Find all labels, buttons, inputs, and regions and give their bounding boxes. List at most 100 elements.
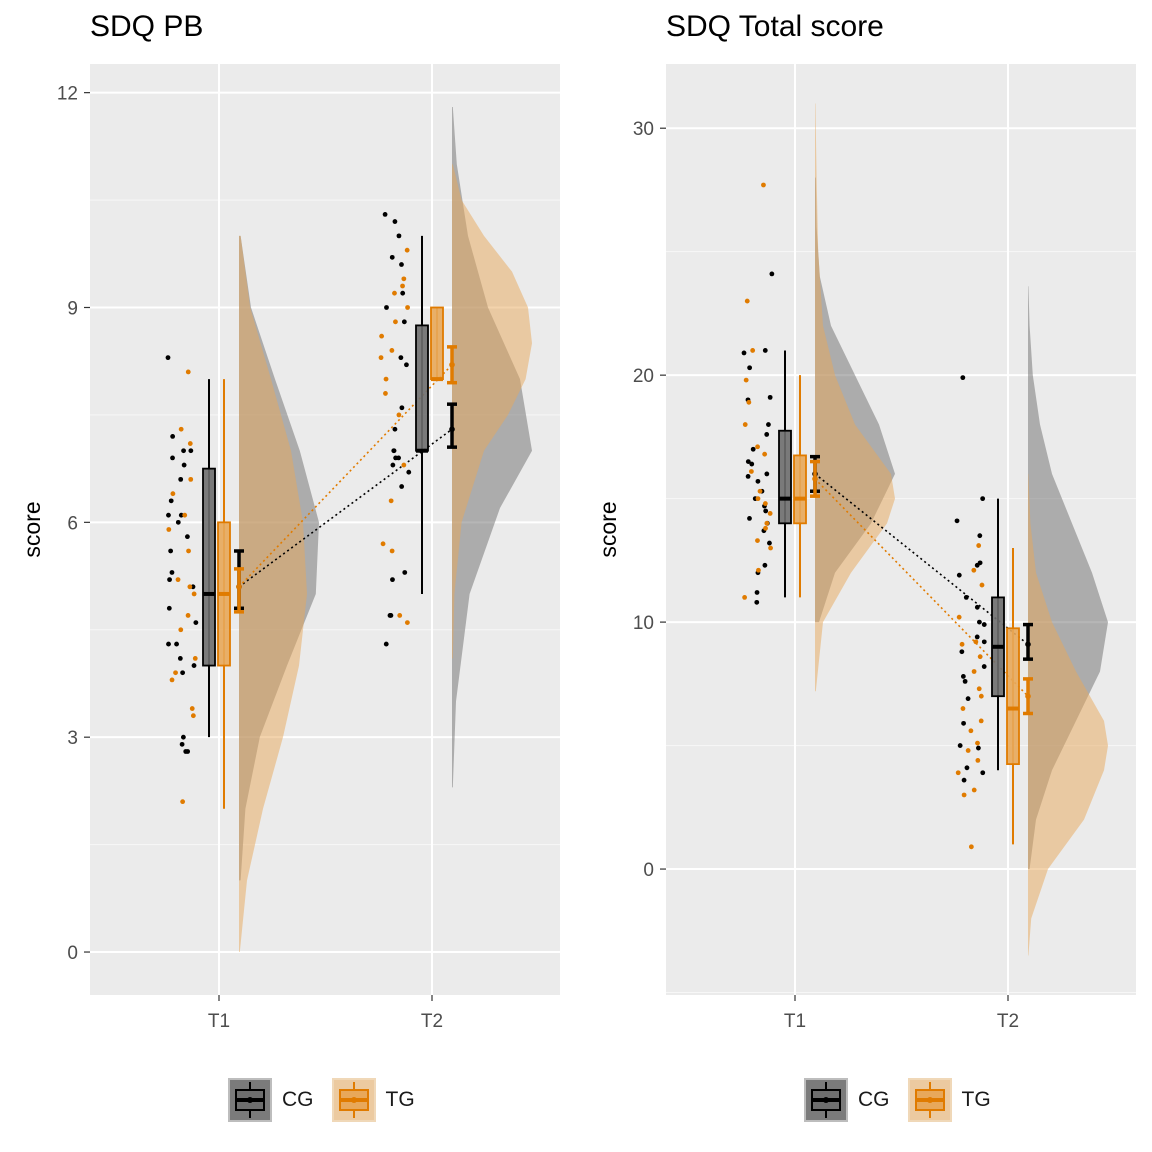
data-point-tg xyxy=(768,545,773,551)
mean-ci-cg-t2-mean xyxy=(1025,641,1031,648)
data-point-cg xyxy=(396,233,402,239)
mean-ci-tg-t2-mean xyxy=(449,361,455,368)
data-point-cg xyxy=(763,508,769,514)
density-cloud-tg-t2 xyxy=(1028,473,1108,956)
data-point-cg xyxy=(165,355,171,361)
legend-label-tg: TG xyxy=(961,1088,991,1111)
mean-ci-tg-t1-mean xyxy=(812,476,818,482)
boxplot-cg-t1-box xyxy=(202,467,216,667)
data-point-cg xyxy=(384,305,389,310)
legend-item-cg: CG xyxy=(804,1078,890,1122)
data-point-tg xyxy=(189,706,195,711)
data-point-cg xyxy=(965,696,971,702)
data-point-tg xyxy=(404,620,410,625)
data-point-tg xyxy=(178,627,184,633)
data-point-cg xyxy=(181,448,186,454)
data-point-cg xyxy=(191,663,197,668)
boxplot-tg-t1-box xyxy=(793,454,807,525)
data-point-cg xyxy=(977,619,982,625)
data-point-cg xyxy=(170,434,176,439)
data-point-tg xyxy=(767,511,773,516)
data-point-cg xyxy=(980,770,986,776)
data-point-tg xyxy=(755,444,760,450)
data-point-tg xyxy=(383,376,389,382)
boxplot-tg-t2-box xyxy=(430,306,444,381)
data-point-cg xyxy=(170,455,175,461)
data-point-cg xyxy=(749,461,755,467)
data-point-tg xyxy=(961,792,967,798)
data-point-tg xyxy=(971,787,977,793)
data-point-tg xyxy=(166,527,172,532)
data-point-tg xyxy=(190,713,196,719)
data-point-tg xyxy=(764,520,770,526)
data-point-cg xyxy=(391,448,397,454)
x-tick-label: T2 xyxy=(421,1011,443,1032)
legend-item-cg: CG xyxy=(228,1078,314,1122)
data-point-cg xyxy=(960,674,966,679)
data-point-cg xyxy=(175,519,181,525)
data-point-tg xyxy=(392,290,397,296)
y-tick-label: 20 xyxy=(633,366,654,387)
data-point-tg xyxy=(404,247,410,253)
density-cloud-tg-t2 xyxy=(452,164,532,659)
data-point-cg xyxy=(755,478,761,484)
x-tick-label: T1 xyxy=(208,1011,230,1032)
legend: CG TG xyxy=(804,1078,1009,1122)
data-point-cg xyxy=(392,426,398,432)
data-point-tg xyxy=(185,369,191,375)
data-point-cg xyxy=(747,515,752,521)
data-point-cg xyxy=(980,496,986,502)
data-point-cg xyxy=(741,350,747,356)
data-point-cg xyxy=(184,534,190,540)
data-point-tg xyxy=(763,525,768,531)
data-point-cg xyxy=(762,348,768,353)
mean-ci-cg-t2-mean xyxy=(449,426,455,433)
data-point-cg xyxy=(956,572,962,578)
data-point-cg xyxy=(178,476,184,482)
data-point-cg xyxy=(961,777,967,783)
y-tick-label: 9 xyxy=(67,298,78,319)
data-point-cg xyxy=(961,720,966,726)
data-point-cg xyxy=(762,562,768,568)
data-point-tg xyxy=(761,182,766,188)
data-point-cg xyxy=(974,604,980,610)
boxplot-tg-t2-box xyxy=(1006,627,1020,766)
data-point-cg xyxy=(399,484,405,489)
data-point-tg xyxy=(971,669,977,674)
data-point-cg xyxy=(180,734,186,740)
data-point-tg xyxy=(762,501,768,506)
data-point-cg xyxy=(166,641,171,647)
data-point-cg xyxy=(401,319,407,325)
data-point-cg xyxy=(764,471,770,477)
data-point-tg xyxy=(976,686,982,692)
boxplot-cg-t1-box xyxy=(778,429,792,525)
data-point-cg xyxy=(181,462,187,468)
data-point-cg xyxy=(766,422,771,427)
y-tick-label: 3 xyxy=(67,728,78,749)
data-point-tg xyxy=(396,412,402,418)
legend-label-tg: TG xyxy=(385,1088,415,1111)
data-point-tg xyxy=(975,757,981,763)
data-point-tg xyxy=(756,567,761,573)
data-point-tg xyxy=(380,541,386,547)
data-point-cg xyxy=(393,455,399,461)
data-point-cg xyxy=(399,262,404,267)
data-point-tg xyxy=(973,639,979,645)
data-point-cg xyxy=(168,548,174,554)
data-point-tg xyxy=(971,567,977,573)
data-point-tg xyxy=(978,693,984,699)
data-point-tg xyxy=(968,728,974,734)
data-point-tg xyxy=(169,677,175,683)
data-point-tg xyxy=(746,399,752,405)
data-point-tg xyxy=(175,577,181,583)
x-tick-label: T2 xyxy=(997,1011,1019,1032)
data-point-cg xyxy=(406,469,412,475)
data-point-cg xyxy=(179,741,185,747)
data-point-tg xyxy=(397,613,403,618)
data-point-cg xyxy=(981,664,987,669)
y-tick-label: 6 xyxy=(67,513,78,534)
data-point-tg xyxy=(173,670,178,676)
data-point-tg xyxy=(170,491,176,497)
data-point-tg xyxy=(762,451,768,457)
data-point-tg xyxy=(186,548,191,554)
